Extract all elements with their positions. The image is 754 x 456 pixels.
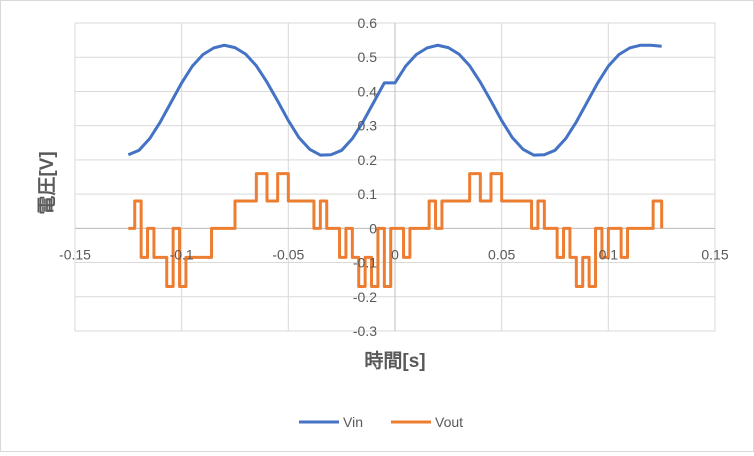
y-axis-title: 電圧[V] (36, 151, 58, 214)
x-tick-label: -0.15 (59, 246, 91, 262)
y-tick-label: 0.2 (358, 152, 378, 168)
legend-label-vin: Vin (343, 414, 363, 430)
series-line-vout (128, 172, 664, 289)
x-tick-label: -0.05 (272, 246, 304, 262)
y-tick-label: 0.6 (358, 15, 378, 31)
x-axis-title: 時間[s] (364, 350, 425, 372)
x-tick-label: 0.15 (701, 246, 728, 262)
y-tick-labels: -0.3 -0.2 -0.1 0 0.1 0.2 0.3 0.4 0.5 0.6 (353, 15, 377, 339)
gridlines (74, 22, 716, 332)
y-tick-label: -0.2 (353, 289, 377, 305)
y-tick-label: 0.1 (358, 186, 378, 202)
y-tick-label: 0.3 (358, 118, 378, 134)
series-line-vin (127, 43, 662, 157)
x-tick-label: 0.1 (599, 246, 619, 262)
x-tick-label: 0.05 (488, 246, 515, 262)
x-tick-label: 0 (391, 246, 399, 262)
series-layer (127, 43, 664, 289)
y-tick-label: -0.3 (353, 323, 377, 339)
y-tick-label: -0.1 (353, 255, 377, 271)
y-tick-label: 0 (369, 220, 377, 236)
y-tick-label: 0.4 (358, 83, 378, 99)
x-tick-labels: -0.15 -0.1 -0.05 0 0.05 0.1 0.15 (59, 246, 729, 262)
x-tick-label: -0.1 (170, 246, 194, 262)
legend: Vin Vout (299, 414, 463, 430)
legend-label-vout: Vout (435, 414, 463, 430)
y-tick-label: 0.5 (358, 49, 378, 65)
